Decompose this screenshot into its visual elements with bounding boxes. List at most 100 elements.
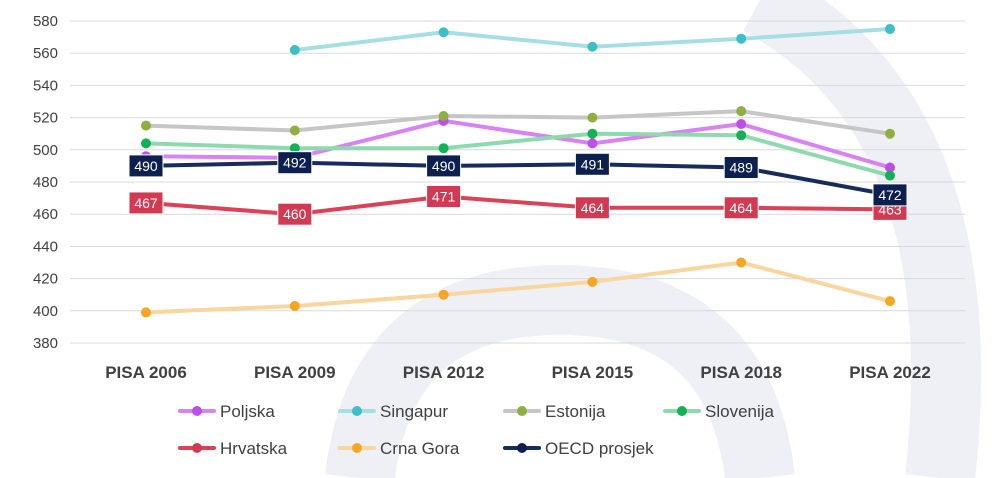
- data-label-text: 467: [134, 195, 158, 211]
- point-estonija: [587, 112, 598, 123]
- data-label-text: 489: [730, 160, 754, 176]
- point-crna-gora: [438, 289, 449, 300]
- series-line-slovenija: [144, 131, 892, 178]
- series-line-hrvatska: [144, 194, 892, 217]
- data-label-text: 471: [432, 188, 456, 204]
- legend-label: Poljska: [220, 402, 275, 421]
- data-label-text: 490: [432, 158, 456, 174]
- series-lines: [144, 27, 892, 315]
- point-estonija: [736, 106, 747, 117]
- data-label-box: [128, 191, 164, 215]
- legend-label: Slovenija: [705, 402, 775, 421]
- data-label-hrvatska: 464: [574, 196, 610, 220]
- point-singapur: [885, 24, 895, 35]
- legend-item-crna-gora: Crna Gora: [338, 439, 460, 458]
- data-label-box: [723, 156, 759, 180]
- x-axis: PISA 2006 PISA 2009 PISA 2012 PISA 2015 PISA…: [105, 363, 931, 382]
- legend-marker: [677, 406, 687, 416]
- data-label-text: 464: [730, 200, 754, 216]
- x-tick-label: PISA 2022: [849, 363, 931, 382]
- point-slovenija: [438, 143, 449, 154]
- point-singapur: [736, 33, 747, 44]
- x-tick-label: PISA 2012: [403, 363, 485, 382]
- legend-item-slovenija: Slovenija: [663, 402, 775, 421]
- x-tick-label: PISA 2009: [254, 363, 336, 382]
- y-tick-label: 440: [33, 238, 58, 255]
- point-crna-gora: [587, 276, 598, 287]
- data-label-hrvatska: 460: [277, 202, 313, 226]
- point-crna-gora: [289, 300, 300, 311]
- point-poljska: [736, 119, 747, 130]
- data-label-box: [574, 152, 610, 176]
- grid-lines: [70, 20, 965, 344]
- data-label-hrvatska: 467: [128, 191, 164, 215]
- data-label-text: 472: [878, 187, 902, 203]
- y-tick-label: 580: [33, 13, 58, 30]
- data-label-oecd-prosjek: 472: [872, 183, 908, 207]
- data-label-oecd-prosjek: 492: [277, 151, 313, 175]
- point-slovenija: [587, 128, 598, 139]
- legend-label: Crna Gora: [380, 439, 460, 458]
- point-estonija: [438, 110, 449, 121]
- data-label-box: [426, 154, 462, 178]
- data-label-box: [277, 151, 313, 175]
- point-crna-gora: [736, 257, 747, 268]
- data-label-text: 490: [134, 158, 158, 174]
- series-line-poljska: [144, 118, 892, 170]
- legend-marker: [192, 443, 202, 453]
- data-label-box: [277, 202, 313, 226]
- data-label-text: 464: [581, 200, 605, 216]
- point-slovenija: [289, 143, 300, 154]
- legend-item-hrvatska: Hrvatska: [178, 439, 288, 458]
- point-singapur: [289, 44, 300, 55]
- legend-marker: [352, 406, 362, 416]
- y-tick-label: 560: [33, 45, 58, 62]
- data-label-box: [872, 183, 908, 207]
- series-line-oecd-prosjek: [144, 160, 892, 197]
- y-tick-label: 500: [33, 142, 58, 159]
- x-tick-label: PISA 2018: [700, 363, 782, 382]
- point-poljska: [885, 162, 895, 173]
- point-estonija: [141, 120, 151, 131]
- data-label-oecd-prosjek: 490: [128, 154, 164, 178]
- legend-label: Estonija: [545, 402, 606, 421]
- point-slovenija: [141, 138, 151, 149]
- legend-marker: [517, 406, 527, 416]
- data-label-box: [574, 196, 610, 220]
- legend: Poljska Singapur Estonija Slovenija Hrvatska…: [178, 402, 775, 458]
- y-tick-label: 420: [33, 271, 58, 288]
- point-slovenija: [736, 130, 747, 141]
- legend-label: Singapur: [380, 402, 448, 421]
- series-line-crna-gora: [144, 260, 892, 315]
- point-crna-gora: [885, 296, 895, 307]
- point-estonija: [885, 128, 895, 139]
- x-tick-label: PISA 2015: [552, 363, 634, 382]
- data-label-oecd-prosjek: 489: [723, 156, 759, 180]
- legend-label: Hrvatska: [220, 439, 288, 458]
- y-tick-label: 480: [33, 174, 58, 191]
- data-label-box: [723, 196, 759, 220]
- y-axis: 380 400 420 440 460 480 500 520 540 560 580: [33, 13, 58, 352]
- series-line-estonija: [144, 109, 892, 136]
- legend-item-estonija: Estonija: [503, 402, 606, 421]
- y-tick-label: 380: [33, 335, 58, 352]
- data-label-hrvatska: 471: [426, 184, 462, 208]
- legend-item-singapur: Singapur: [338, 402, 448, 421]
- y-tick-label: 520: [33, 110, 58, 127]
- point-crna-gora: [141, 307, 151, 318]
- y-tick-label: 540: [33, 77, 58, 94]
- point-estonija: [289, 125, 300, 136]
- point-singapur: [587, 41, 598, 52]
- x-tick-label: PISA 2006: [105, 363, 187, 382]
- data-label-text: 460: [283, 206, 307, 222]
- data-label-oecd-prosjek: 490: [426, 154, 462, 178]
- data-label-box: [128, 154, 164, 178]
- legend-label: OECD prosjek: [545, 439, 654, 458]
- legend-item-poljska: Poljska: [178, 402, 275, 421]
- point-slovenija: [885, 170, 895, 181]
- data-label-box: [426, 184, 462, 208]
- legend-item-oecd-prosjek: OECD prosjek: [503, 439, 654, 458]
- legend-marker: [352, 443, 362, 453]
- legend-marker: [192, 406, 202, 416]
